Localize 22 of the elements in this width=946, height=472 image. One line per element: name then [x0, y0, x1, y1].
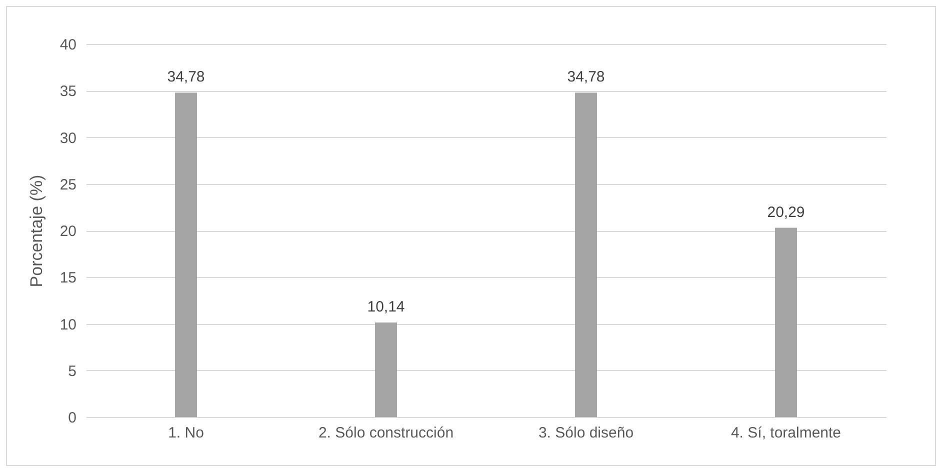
data-label: 20,29: [767, 204, 805, 221]
bar: [175, 92, 197, 417]
data-label: 10,14: [367, 298, 405, 316]
x-tick-label: 2. Sólo construcción: [318, 424, 454, 442]
bar: [375, 322, 397, 417]
y-axis-title: Porcentaje (%): [26, 174, 46, 288]
y-tick-label: 40: [60, 36, 76, 54]
bar: [775, 228, 797, 417]
x-tick-label: 3. Sólo diseño: [538, 424, 634, 442]
y-tick-label: 20: [60, 223, 76, 240]
x-tick-label: 4. Sí, toralmente: [730, 424, 842, 442]
y-tick-label: 30: [60, 130, 76, 147]
y-tick-label: 25: [60, 176, 76, 194]
bar: [575, 92, 597, 417]
data-label: 34,78: [167, 68, 205, 86]
y-tick-label: 10: [60, 316, 76, 334]
y-tick-label: 0: [68, 410, 76, 426]
y-tick-label: 5: [68, 362, 76, 380]
y-tick-label: 35: [60, 83, 76, 100]
y-tick-label: 15: [60, 270, 76, 287]
x-tick-label: 1. No: [168, 424, 204, 442]
data-label: 34,78: [567, 68, 605, 86]
